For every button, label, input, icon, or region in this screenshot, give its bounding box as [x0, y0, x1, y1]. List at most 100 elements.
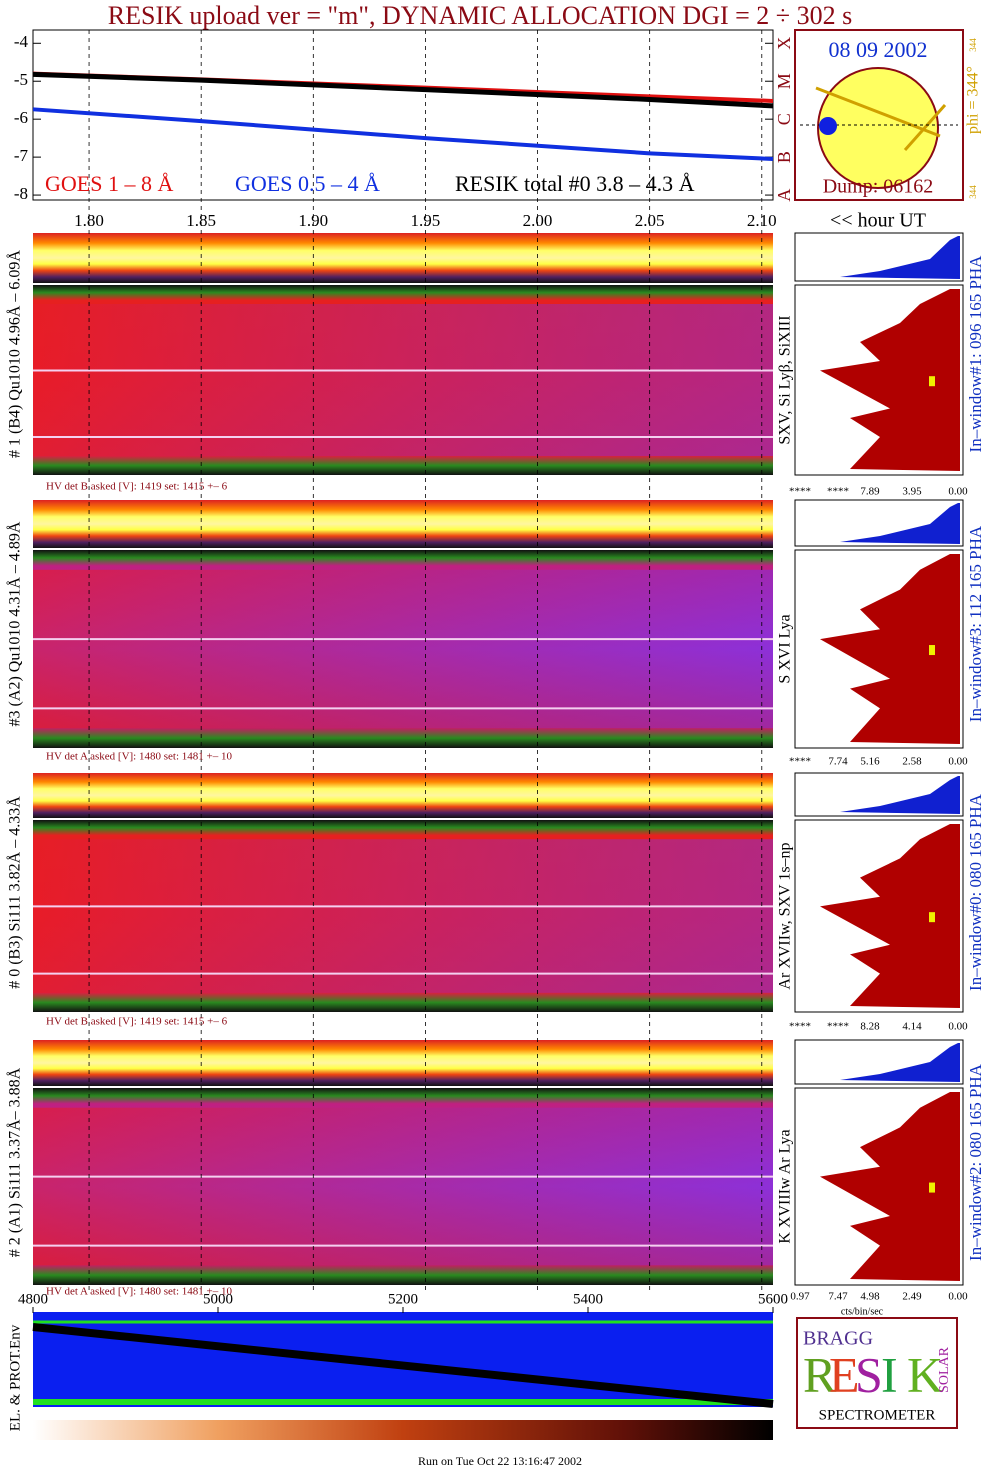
pha-marker — [929, 645, 935, 656]
pha-x-label: cts/bin/sec — [841, 1306, 884, 1317]
sun-phi-bottom: 344 — [968, 185, 978, 199]
pha-label: In–window#0: 080 165 PHA — [966, 793, 985, 991]
pha-label: In–window#1: 096 165 PHA — [966, 255, 985, 453]
y2-tick-label: A — [774, 189, 794, 202]
pha-tick-label: 8.28 — [860, 1021, 880, 1033]
sun-spot — [819, 117, 837, 135]
sun-arrow — [815, 86, 941, 138]
x-tick-label: 5200 — [388, 1291, 418, 1307]
pha-small — [840, 236, 960, 279]
pha-tick-label: 0.00 — [948, 1021, 968, 1033]
x-tick-label: 1.90 — [298, 211, 328, 230]
y2-tick-label: C — [774, 113, 794, 125]
line-label: SXV, Si Lyβ, SiXIII — [777, 315, 794, 444]
x-tick-label: 2.00 — [523, 211, 553, 230]
pha-tick-label: 2.49 — [902, 1291, 922, 1303]
pha-big — [820, 1092, 960, 1281]
logo-letter: I — [881, 1346, 898, 1402]
pha-big — [820, 554, 960, 744]
pha-tick-label: 0.00 — [948, 1291, 968, 1303]
heatmaps — [33, 233, 773, 1285]
panel-label: # 0 (B3) Si111 3.82Å – 4.33Å — [6, 796, 24, 989]
x-tick-label: 2.10 — [747, 211, 777, 230]
sun-date: 08 09 2002 — [829, 37, 928, 62]
panel-label: # 2 (A1) Si111 3.37Å– 3.88Å — [6, 1067, 24, 1257]
pha-tick-label: 3.95 — [902, 486, 922, 498]
logo-frame — [796, 1317, 958, 1429]
pha-tick-label: 4.98 — [860, 1291, 880, 1303]
logo-letter: S — [855, 1346, 883, 1402]
line-label: Ar XVIIw, SXV 1s–np — [777, 842, 794, 989]
spectrum-strip — [33, 773, 773, 818]
y2-tick-label: B — [774, 151, 794, 163]
footer: Run on Tue Oct 22 13:16:47 2002 — [418, 1454, 582, 1468]
pha-big — [820, 824, 960, 1008]
pha-tick-label: **** — [827, 1021, 849, 1033]
series-line — [32, 107, 774, 162]
y2-tick-label: M — [774, 73, 794, 89]
line-label: K XVIIIw Ar Lya — [777, 1129, 794, 1243]
sun-disk — [817, 67, 939, 189]
logo-bragg: BRAGG — [803, 1328, 873, 1350]
pha-tick-label: 4.14 — [902, 1021, 922, 1033]
spectrum-shade — [33, 569, 773, 729]
pha-marker — [929, 912, 935, 923]
legend-entry: RESIK total #0 3.8 – 4.3 Å — [455, 171, 695, 196]
spectrum-shade — [33, 304, 773, 456]
sun-dump: Dump: 06162 — [823, 176, 934, 198]
y2-tick-label: X — [774, 37, 794, 50]
logo-caption: SPECTROMETER — [819, 1407, 936, 1423]
pha-label: In–window#3: 112 165 PHA — [966, 525, 985, 722]
logo-letter: R — [803, 1346, 837, 1402]
spectrum-strip — [33, 500, 773, 548]
hv-label: HV det B asked [V]: 1419 set: 1415 +– 6 — [46, 1016, 228, 1028]
hv-label: HV det A asked [V]: 1480 set: 1481 +– 10 — [46, 751, 232, 763]
pha-marker — [929, 376, 935, 387]
logo-letter: E — [829, 1346, 860, 1402]
pha-tick-label: 2.58 — [902, 756, 922, 768]
panel-label: # 1 (B4) Qu1010 4.96Å – 6.09Å — [6, 250, 24, 458]
x-tick-label: 4800 — [18, 1291, 48, 1307]
pha-small — [840, 776, 960, 814]
pha-tick-label: 0.00 — [948, 486, 968, 498]
pha-small — [840, 503, 960, 544]
color-bar — [33, 1420, 773, 1440]
logo-solar: SOLAR — [937, 1346, 952, 1393]
spectrum-strip — [33, 233, 773, 283]
y-axis-label: EL. & PROT.Env — [7, 1324, 23, 1431]
pha-small — [840, 1043, 960, 1082]
pha-label: In–window#2: 080 165 PHA — [966, 1063, 985, 1261]
x-tick-label: 1.80 — [74, 211, 104, 230]
pha-tick-label: 7.89 — [860, 486, 880, 498]
x-tick-label: 1.95 — [411, 211, 441, 230]
pha-marker — [929, 1182, 935, 1193]
sun-arrow — [903, 104, 947, 151]
y-tick-label: -5 — [14, 70, 28, 89]
line-label: S XVI Lya — [777, 614, 794, 683]
pha-tick-label: **** — [789, 756, 811, 768]
spectrum-shade — [33, 839, 773, 993]
y-tick-label: -8 — [14, 184, 28, 203]
panel-label: #3 (A2) Qu1010 4.31Å – 4.89Å — [6, 521, 24, 726]
sun-phi-top: 344 — [968, 38, 978, 52]
env-black — [32, 1323, 774, 1408]
hv-label: HV det B asked [V]: 1419 set: 1415 +– 6 — [46, 481, 228, 493]
top-plot-frame — [32, 29, 774, 201]
x-axis-label: << hour UT — [830, 210, 926, 232]
hv-label: HV det A asked [V]: 1480 set: 1481 +– 10 — [46, 1286, 232, 1298]
logo-letter: K — [907, 1346, 943, 1402]
x-tick-label: 5000 — [203, 1291, 233, 1307]
pha-tick-label: **** — [789, 1021, 811, 1033]
spectrum-shade — [33, 1107, 773, 1266]
x-tick-label: 5600 — [758, 1291, 788, 1307]
pha-tick-label: **** — [789, 486, 811, 498]
y-tick-label: -7 — [14, 146, 29, 165]
x-tick-label: 1.85 — [186, 211, 216, 230]
series-line — [32, 71, 774, 109]
pha-tick-label: **** — [827, 486, 849, 498]
title: RESIK upload ver = "m", DYNAMIC ALLOCATI… — [108, 1, 852, 30]
spectrum-strip — [33, 1040, 773, 1086]
legend-entry: GOES 1 – 8 Å — [45, 171, 173, 196]
